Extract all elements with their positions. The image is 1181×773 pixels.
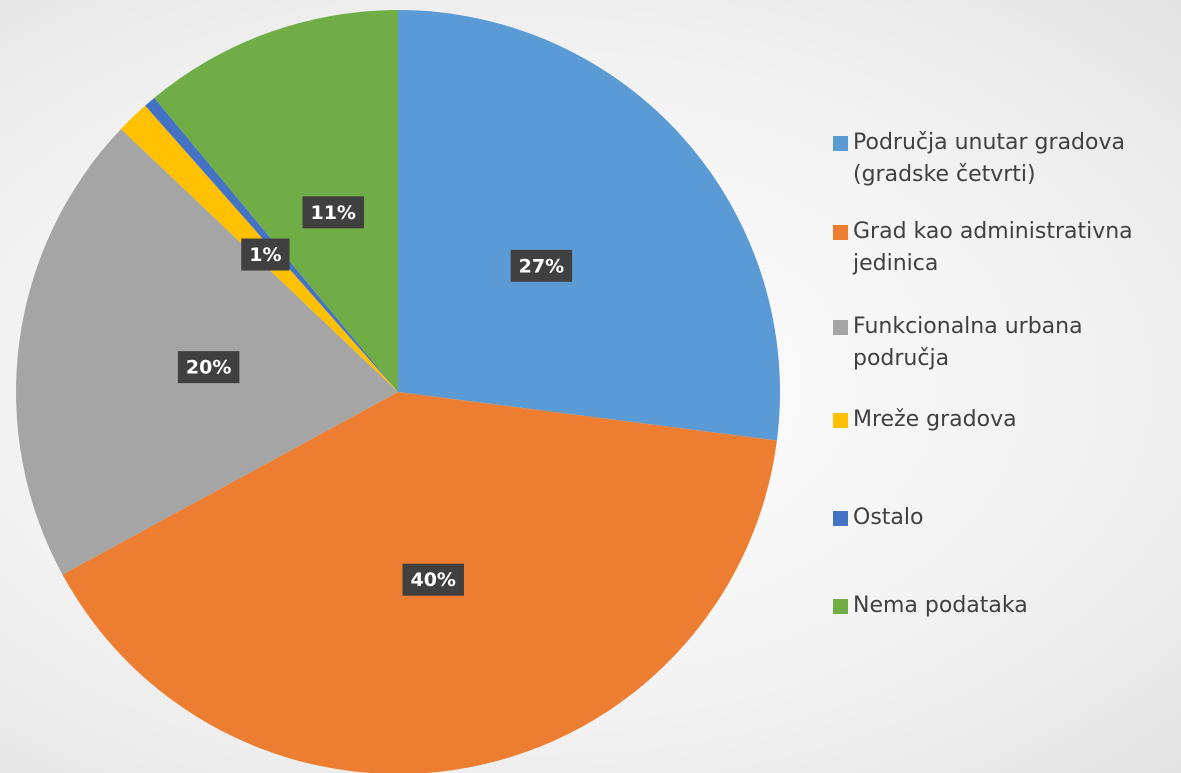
legend-item: Područja unutar gradova (gradske četvrti… bbox=[833, 127, 1181, 191]
data-label-box bbox=[402, 563, 464, 596]
data-label-text: 11% bbox=[310, 202, 355, 224]
pie-slice bbox=[154, 10, 398, 392]
data-label: 1% bbox=[241, 238, 290, 271]
data-label-box bbox=[510, 249, 573, 282]
data-label: 40% bbox=[402, 563, 464, 596]
pie-slice bbox=[398, 10, 781, 441]
data-label-text: 20% bbox=[186, 357, 231, 379]
legend-item: Funkcionalna urbana područja bbox=[833, 311, 1181, 375]
data-label: 20% bbox=[177, 351, 240, 384]
legend-label: Mreže gradova bbox=[853, 407, 1017, 432]
data-label-box bbox=[241, 238, 290, 271]
legend-swatch bbox=[833, 413, 848, 428]
legend-label: Funkcionalna urbana područja bbox=[853, 314, 1083, 371]
legend-swatch bbox=[833, 136, 848, 151]
legend-label: Ostalo bbox=[853, 505, 924, 530]
legend-swatch bbox=[833, 225, 848, 240]
legend-item: Grad kao administrativna jedinica bbox=[833, 216, 1181, 280]
data-label-text: 40% bbox=[410, 569, 455, 591]
data-label-text: 27% bbox=[519, 255, 564, 277]
data-label-box bbox=[177, 351, 240, 384]
chart: 27% 40% 20% 1% 11% bbox=[15, 10, 781, 773]
data-label-box bbox=[302, 196, 364, 229]
legend-item: Mreže gradova bbox=[833, 404, 1181, 436]
legend-swatch bbox=[833, 599, 848, 614]
data-label: 27% bbox=[510, 249, 573, 282]
legend-swatch bbox=[833, 511, 848, 526]
legend-item: Ostalo bbox=[833, 502, 1181, 534]
legend-swatch bbox=[833, 320, 848, 335]
data-label-text: 1% bbox=[249, 244, 281, 266]
legend-label: Područja unutar gradova (gradske četvrti… bbox=[853, 130, 1125, 187]
data-label: 11% bbox=[302, 196, 364, 229]
legend-label: Grad kao administrativna jedinica bbox=[853, 219, 1133, 276]
legend-item: Nema podataka bbox=[833, 590, 1181, 622]
legend-label: Nema podataka bbox=[853, 593, 1028, 618]
